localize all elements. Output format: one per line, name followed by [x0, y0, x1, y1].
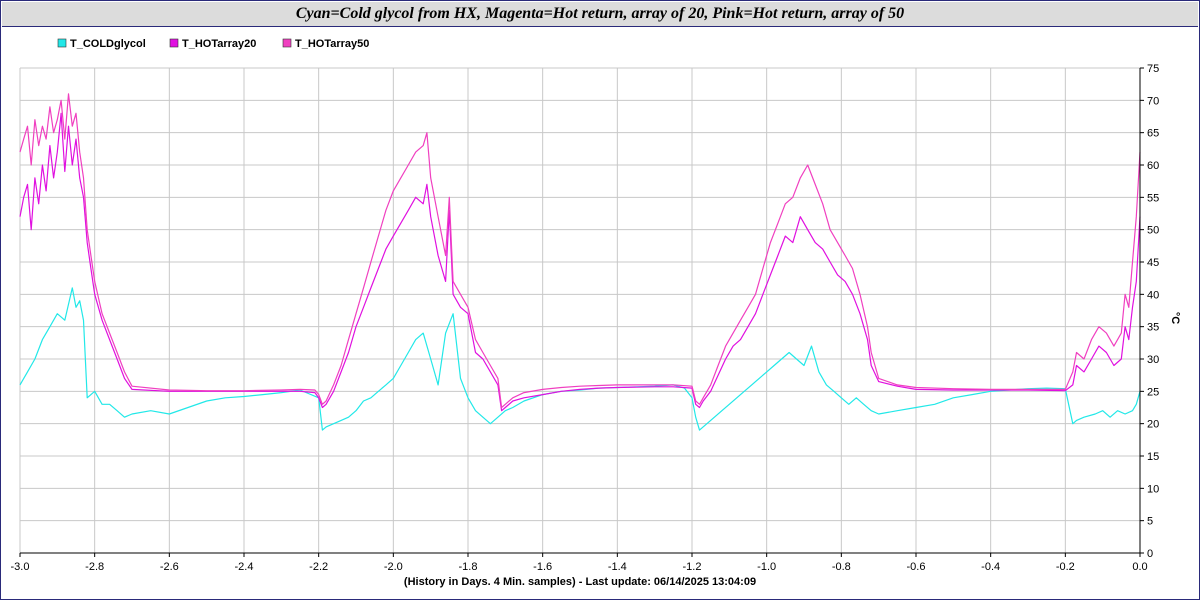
x-tick-label: -0.8	[832, 561, 851, 573]
x-tick-label: -2.2	[309, 561, 328, 573]
plot-area	[20, 68, 1140, 553]
x-tick-label: -2.0	[384, 561, 403, 573]
y-tick-labels: 0 5 10 15 20 25 30 35 40 45 50 55 60 65 70 75	[1147, 63, 1159, 560]
legend-label: T_COLDglycol	[70, 38, 146, 50]
x-tick-label: -2.4	[235, 561, 254, 573]
legend-swatch	[282, 38, 292, 48]
legend: T_COLDglycol T_HOTarray20 T_HOTarray50	[57, 38, 369, 50]
x-tick-label: -0.4	[981, 561, 1000, 573]
y-tick-label: 75	[1147, 63, 1159, 75]
title-bar: Cyan=Cold glycol from HX, Magenta=Hot re…	[2, 2, 1198, 27]
legend-label: T_HOTarray50	[295, 38, 369, 50]
y-tick-label: 30	[1147, 354, 1159, 366]
axis-layer	[19, 67, 1144, 557]
y-tick-label: 55	[1147, 192, 1159, 204]
chart-title: Cyan=Cold glycol from HX, Magenta=Hot re…	[295, 5, 905, 22]
legend-label: T_HOTarray20	[182, 38, 256, 50]
legend-swatch	[169, 38, 179, 48]
y-tick-label: 25	[1147, 386, 1159, 398]
legend-swatch	[57, 38, 67, 48]
x-tick-label: -1.0	[757, 561, 776, 573]
y-tick-label: 0	[1147, 548, 1153, 560]
x-tick-label: -3.0	[11, 561, 30, 573]
x-tick-label: -1.6	[533, 561, 552, 573]
x-tick-label: -2.6	[160, 561, 179, 573]
y-tick-label: 20	[1147, 419, 1159, 431]
x-axis-label: (History in Days. 4 Min. samples) - Last…	[404, 576, 756, 588]
x-tick-label: -1.8	[459, 561, 478, 573]
y-tick-label: 40	[1147, 289, 1159, 301]
x-tick-label: -1.4	[608, 561, 627, 573]
x-tick-labels: -3.0 -2.8 -2.6 -2.4 -2.2 -2.0 -1.8 -1.6 -1.4 -1.2…	[11, 561, 1148, 573]
y-tick-label: 35	[1147, 322, 1159, 334]
series-layer	[19, 93, 1141, 431]
y-tick-label: 15	[1147, 451, 1159, 463]
x-tick-label: 0.0	[1132, 561, 1147, 573]
y-axis-label: °C	[1169, 312, 1181, 324]
y-tick-label: 60	[1147, 160, 1159, 172]
x-tick-label: -2.8	[85, 561, 104, 573]
y-tick-label: 10	[1147, 483, 1159, 495]
y-tick-label: 45	[1147, 257, 1159, 269]
y-tick-label: 65	[1147, 128, 1159, 140]
x-tick-label: -0.6	[907, 561, 926, 573]
y-tick-label: 50	[1147, 225, 1159, 237]
y-tick-label: 5	[1147, 516, 1153, 528]
series-line-t-hotarray50	[19, 93, 1141, 409]
x-tick-label: -1.2	[683, 561, 702, 573]
x-tick-label: -0.2	[1056, 561, 1075, 573]
series-line-t-hotarray20	[19, 112, 1141, 412]
y-tick-label: 70	[1147, 95, 1159, 107]
